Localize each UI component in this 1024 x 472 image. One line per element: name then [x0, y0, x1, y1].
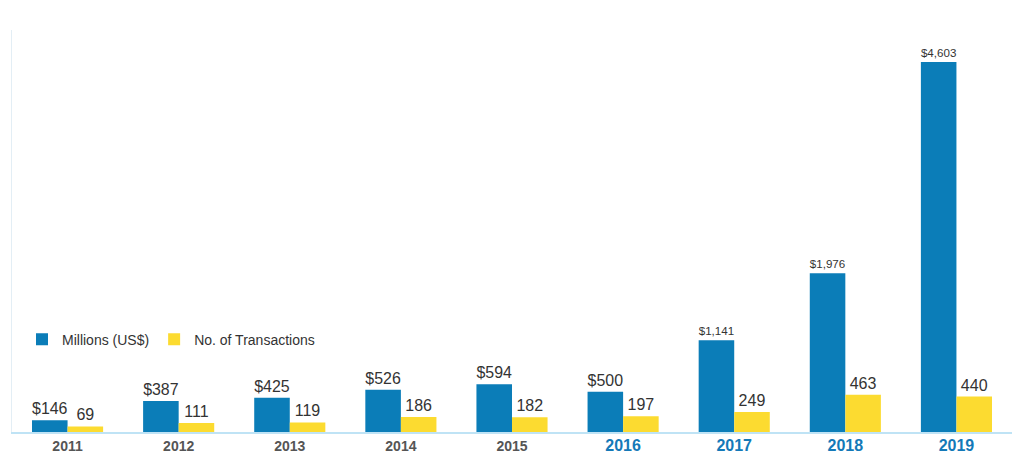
svg-text:249: 249 [739, 392, 766, 409]
svg-text:182: 182 [516, 397, 543, 414]
svg-text:$387: $387 [143, 381, 179, 398]
svg-text:$500: $500 [588, 372, 624, 389]
svg-text:2013: 2013 [274, 438, 305, 454]
svg-text:$1,141: $1,141 [699, 325, 734, 337]
svg-text:2014: 2014 [385, 438, 416, 454]
svg-text:2018: 2018 [828, 437, 864, 454]
svg-text:$526: $526 [365, 370, 401, 387]
svg-text:2017: 2017 [716, 437, 752, 454]
svg-text:2015: 2015 [496, 438, 527, 454]
svg-text:186: 186 [405, 397, 432, 414]
svg-text:2012: 2012 [163, 438, 194, 454]
svg-text:111: 111 [184, 403, 208, 420]
svg-text:$594: $594 [476, 364, 512, 381]
svg-text:$1,976: $1,976 [810, 258, 845, 270]
svg-text:197: 197 [627, 396, 654, 413]
svg-text:2011: 2011 [52, 438, 83, 454]
svg-text:$146: $146 [32, 400, 68, 417]
svg-text:2016: 2016 [605, 437, 641, 454]
svg-text:119: 119 [295, 402, 321, 419]
svg-text:Millions (US$): Millions (US$) [62, 332, 149, 348]
svg-text:69: 69 [76, 406, 94, 423]
svg-text:463: 463 [850, 375, 877, 392]
svg-text:$4,603: $4,603 [921, 47, 956, 59]
svg-text:440: 440 [961, 377, 988, 394]
svg-text:$425: $425 [254, 378, 290, 395]
svg-text:2019: 2019 [939, 437, 975, 454]
svg-text:No. of Transactions: No. of Transactions [194, 332, 315, 348]
